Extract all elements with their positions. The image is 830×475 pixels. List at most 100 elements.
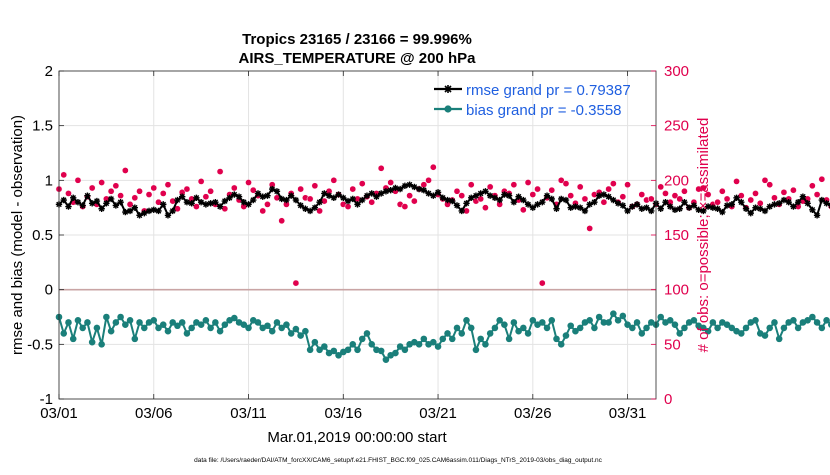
bias-point [595,313,603,321]
rmse-point [562,196,570,204]
bias-point [444,330,451,337]
obs-count-point [401,203,409,210]
obs-count-point [245,179,252,186]
rmse-point [330,194,338,202]
y2-axis-label: # of obs: o=possible; ×=assimilated [695,118,712,353]
obs-count-point [60,171,68,179]
obs-count-point [349,185,357,193]
rmse-point [269,185,276,193]
obs-count-point [809,182,816,190]
bias-point [363,330,371,337]
rmse-point [202,201,210,208]
bias-point [515,327,522,335]
rmse-point [292,196,300,204]
obs-count-point [714,198,721,206]
bias-point [809,313,816,321]
obs-count-point [519,206,527,214]
obs-count-point [197,178,205,185]
rmse-point [505,192,513,199]
obs-count-point [112,182,120,190]
rmse-point [515,193,522,200]
bias-point [600,319,608,326]
bias-point [572,327,579,335]
legend-bias-marker [444,105,452,113]
rmse-point [207,200,214,207]
bias-point [439,335,447,343]
bias-point [823,316,830,324]
rmse-point [643,204,650,211]
bias-point [524,330,532,337]
bias-point [321,343,328,350]
rmse-point [311,204,319,211]
bias-point [742,324,750,332]
bias-point [434,343,442,350]
obs-count-point [700,184,707,192]
rmse-point [605,193,612,200]
bias-point [302,327,309,335]
obs-count-point [126,201,134,208]
rmse-point [74,199,82,206]
rmse-point [212,199,219,206]
rmse-point [614,200,622,207]
obs-count-point [98,179,105,186]
bias-point [543,324,551,332]
obs-count-point [297,185,304,193]
rmse-point [813,212,821,219]
obs-count-point [581,195,589,203]
obs-count-point [420,181,428,189]
obs-count-point [306,195,314,203]
bias-point [155,324,162,332]
obs-count-point [169,197,177,205]
bias-point [714,324,721,332]
obs-count-point [150,184,158,192]
bias-point [112,319,120,326]
rmse-point [534,201,541,208]
bias-point [813,319,821,326]
rmse-point [325,192,333,199]
bias-point [330,347,338,355]
bias-point [448,335,456,343]
axis-ticks: 03/01 03/06 03/11 03/16 03/21 03/26 03/31 -1 -0.… [27,63,689,422]
bias-point [723,321,731,328]
rmse-point [79,202,86,209]
rmse-point [543,192,551,199]
obs-count-point [813,191,821,198]
bias-point [676,330,683,337]
bias-point [643,324,650,332]
legend-rmse-label: rmse grand pr = 0.79387 [466,82,631,99]
rmse-point [382,188,390,195]
rmse-point [823,200,830,207]
rmse-point [458,207,465,215]
bias-point [557,341,565,348]
rmse-point [136,212,143,219]
bias-point [728,324,736,332]
rmse-point [600,191,608,198]
bias-point [354,346,361,354]
rmse-point [349,195,356,203]
bias-point [501,321,508,328]
obs-count-point [467,181,475,189]
obs-count-point [65,190,72,197]
obs-count-point [638,191,646,198]
bias-point [472,346,480,354]
bias-point [88,338,96,346]
x-tick-label: 03/26 [514,405,552,422]
bias-point [709,319,717,326]
rmse-point [164,212,172,219]
obs-count-point [278,217,286,225]
rmse-point [581,207,589,215]
bias-point [548,316,556,324]
bias-point [766,324,774,332]
obs-count-point [766,181,774,189]
rmse-point [240,199,247,206]
bias-point [344,346,352,354]
bias-point [463,316,470,324]
obs-count-point [482,204,489,212]
bias-point [264,322,271,330]
bias-point [633,319,641,326]
rmse-point [254,190,262,197]
rmse-point [548,195,555,203]
rmse-point [145,207,153,215]
bias-point [704,327,712,335]
rmse-point [321,190,328,197]
